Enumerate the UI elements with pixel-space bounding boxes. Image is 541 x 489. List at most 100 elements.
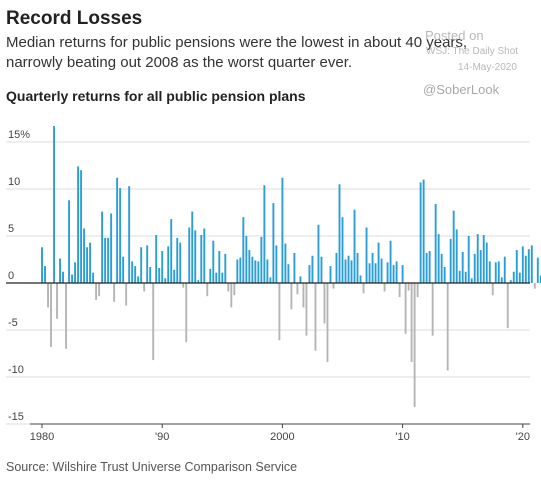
bar: [443, 267, 446, 283]
bar: [167, 246, 170, 283]
bar: [335, 252, 338, 283]
bar: [416, 283, 419, 298]
bar: [218, 251, 221, 283]
bar: [185, 283, 188, 343]
bar: [518, 272, 521, 283]
bar: [239, 257, 242, 283]
bar: [446, 283, 449, 371]
bar: [497, 261, 500, 283]
bar: [272, 203, 275, 283]
bar: [473, 253, 476, 283]
bar: [410, 283, 413, 362]
bar: [200, 235, 203, 283]
bar: [137, 276, 140, 283]
bar: [476, 234, 479, 283]
bar: [401, 265, 404, 283]
bar-layer: [41, 126, 541, 408]
y-tick-label: 10: [8, 176, 20, 188]
bar: [449, 238, 452, 283]
bar: [512, 271, 515, 283]
bar: [59, 258, 61, 283]
chart-subtitle: Median returns for public pensions were …: [6, 34, 468, 71]
bar: [326, 283, 329, 362]
bar: [164, 278, 167, 283]
bar: [341, 217, 344, 283]
y-tick-label: -10: [8, 364, 24, 376]
bar: [437, 234, 440, 283]
bar: [374, 263, 377, 283]
bar: [134, 266, 137, 283]
bar: [242, 217, 245, 283]
bar: [398, 283, 401, 298]
bar: [494, 262, 497, 283]
bar: [329, 266, 332, 283]
bar: [140, 247, 143, 283]
bar: [371, 252, 374, 283]
bar: [275, 245, 278, 283]
bar: [116, 177, 119, 283]
bar: [206, 283, 209, 297]
bar: [470, 278, 473, 283]
bar: [209, 268, 212, 283]
bar: [434, 204, 437, 283]
bar: [491, 283, 494, 296]
bar: [131, 261, 134, 283]
bar: [62, 271, 64, 283]
bar: [86, 247, 89, 283]
bar: [170, 219, 173, 283]
bar: [407, 283, 410, 291]
bar: [77, 166, 80, 283]
bar: [515, 250, 518, 283]
bar: [179, 242, 182, 283]
bar: [212, 240, 215, 283]
bar: [161, 251, 164, 283]
bar: [128, 186, 131, 283]
bar: [377, 242, 380, 283]
x-tick-label: 2000: [270, 431, 294, 443]
y-tick-label: -5: [8, 317, 18, 329]
bar: [296, 283, 299, 295]
bar: [413, 283, 416, 408]
bar: [197, 280, 200, 283]
chart-title: Quarterly returns for all public pension…: [6, 88, 306, 104]
bar: [467, 236, 470, 283]
bar: [89, 242, 92, 283]
bar: [428, 251, 431, 283]
bar: [110, 213, 113, 283]
bar: [332, 283, 335, 289]
bar: [41, 247, 43, 283]
bar: [308, 265, 311, 283]
bar: [83, 228, 86, 283]
bar: [461, 251, 464, 283]
bar: [107, 237, 110, 283]
bar: [362, 283, 365, 294]
bar: [266, 259, 269, 283]
bar: [260, 236, 263, 283]
bar: [290, 283, 293, 310]
bar: [188, 227, 191, 283]
bar: [125, 283, 128, 306]
bar: [176, 237, 179, 283]
x-tick-label: '20: [516, 431, 530, 443]
bar: [389, 240, 392, 283]
y-tick-label: 5: [8, 223, 14, 235]
bar: [482, 235, 485, 283]
bar: [302, 283, 305, 308]
bar: [254, 260, 257, 283]
bar: [353, 209, 356, 283]
bar: [122, 256, 125, 283]
bar: [191, 211, 194, 283]
bar: [47, 283, 49, 308]
bar: [383, 283, 386, 292]
bar: [287, 264, 290, 283]
bar: [74, 262, 77, 283]
bar: [98, 283, 101, 297]
bar: [92, 272, 95, 283]
source-note: Source: Wilshire Trust Universe Comparis…: [6, 460, 298, 474]
bar: [236, 259, 239, 283]
bar: [458, 270, 461, 283]
bar: [533, 283, 536, 289]
bar: [251, 256, 254, 283]
bar: [485, 242, 488, 283]
bar: [509, 280, 512, 283]
